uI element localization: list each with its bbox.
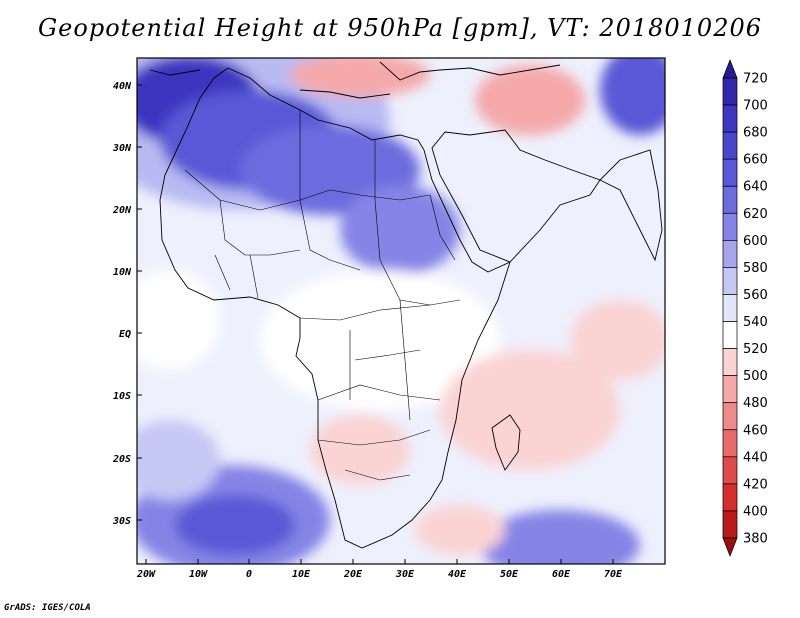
height-field [137,58,665,564]
colorbar-label: 460 [743,423,768,438]
colorbar-swatch [722,267,738,295]
colorbar-label: 700 [743,99,768,114]
lat-label: 20S [112,454,131,465]
colorbar-swatch [722,510,738,539]
lon-label: 30E [395,569,415,580]
colorbar-label: 440 [743,450,768,465]
country-borders [184,110,461,481]
lon-label: 50E [500,569,519,580]
colorbar-label: 400 [743,504,768,519]
colorbar-label: 660 [743,153,768,168]
colorbar-swatch [722,348,738,376]
colorbar-swatch [722,483,738,512]
colorbar-swatch [722,240,738,268]
colorbar-swatch [722,104,738,133]
lon-label: 40E [448,569,467,580]
colorbar-label: 560 [743,288,768,303]
colorbar-swatch [722,158,738,187]
lon-label: 10E [292,569,311,580]
colorbar-swatch [722,429,738,458]
colorbar-swatch [722,77,738,106]
colorbar-swatch [722,321,738,349]
longitude-axis: 20W 10W 0 10E 20E 30E 40E 50E 60E 70E [136,559,623,580]
colorbar-swatch [722,131,738,160]
colorbar-label: 720 [743,72,768,87]
lon-label: 0 [246,569,252,580]
colorbar-label: 500 [743,369,768,384]
lat-label: EQ [119,329,131,340]
colorbar-label: 680 [743,126,768,141]
lat-label: 20N [112,205,132,216]
lon-label: 70E [604,569,623,580]
colorbar-swatch [722,294,738,322]
lon-label: 20W [136,569,156,580]
colorbar-label: 380 [743,532,768,547]
coastlines [149,61,663,549]
lon-label: 60E [552,569,571,580]
colorbar-swatch [722,402,738,431]
colorbar-label: 520 [743,342,768,357]
lat-label: 10S [113,391,131,402]
lon-label: 10W [189,569,208,580]
colorbar-label: 640 [743,180,768,195]
colorbar-arrow-bottom [722,537,738,557]
lat-label: 30N [112,143,132,154]
colorbar-label: 480 [743,396,768,411]
lat-label: 30S [112,516,131,527]
colorbar-swatch [722,456,738,485]
colorbar-swatch [722,185,738,214]
colorbar-swatch [722,375,738,404]
colorbar-arrow-top [722,59,738,79]
colorbar-label: 620 [743,207,768,222]
lon-label: 20E [343,569,363,580]
map-title: Geopotential Height at 950hPa [gpm], VT:… [38,14,762,42]
colorbar [722,59,738,557]
colorbar-label: 540 [743,315,768,330]
map-frame [136,57,666,565]
lat-label: 10N [113,267,132,278]
credit-text: GrADS: IGES/COLA [4,603,91,613]
latitude-axis: 40N 30N 20N 10N EQ 10S 20S 30S [112,81,142,527]
colorbar-label: 600 [743,234,768,249]
lat-label: 40N [113,81,132,92]
colorbar-swatch [722,212,738,241]
colorbar-labels: 720 700 680 660 640 620 600 580 560 540 … [743,72,768,547]
colorbar-label: 420 [743,477,768,492]
colorbar-label: 580 [743,261,768,276]
